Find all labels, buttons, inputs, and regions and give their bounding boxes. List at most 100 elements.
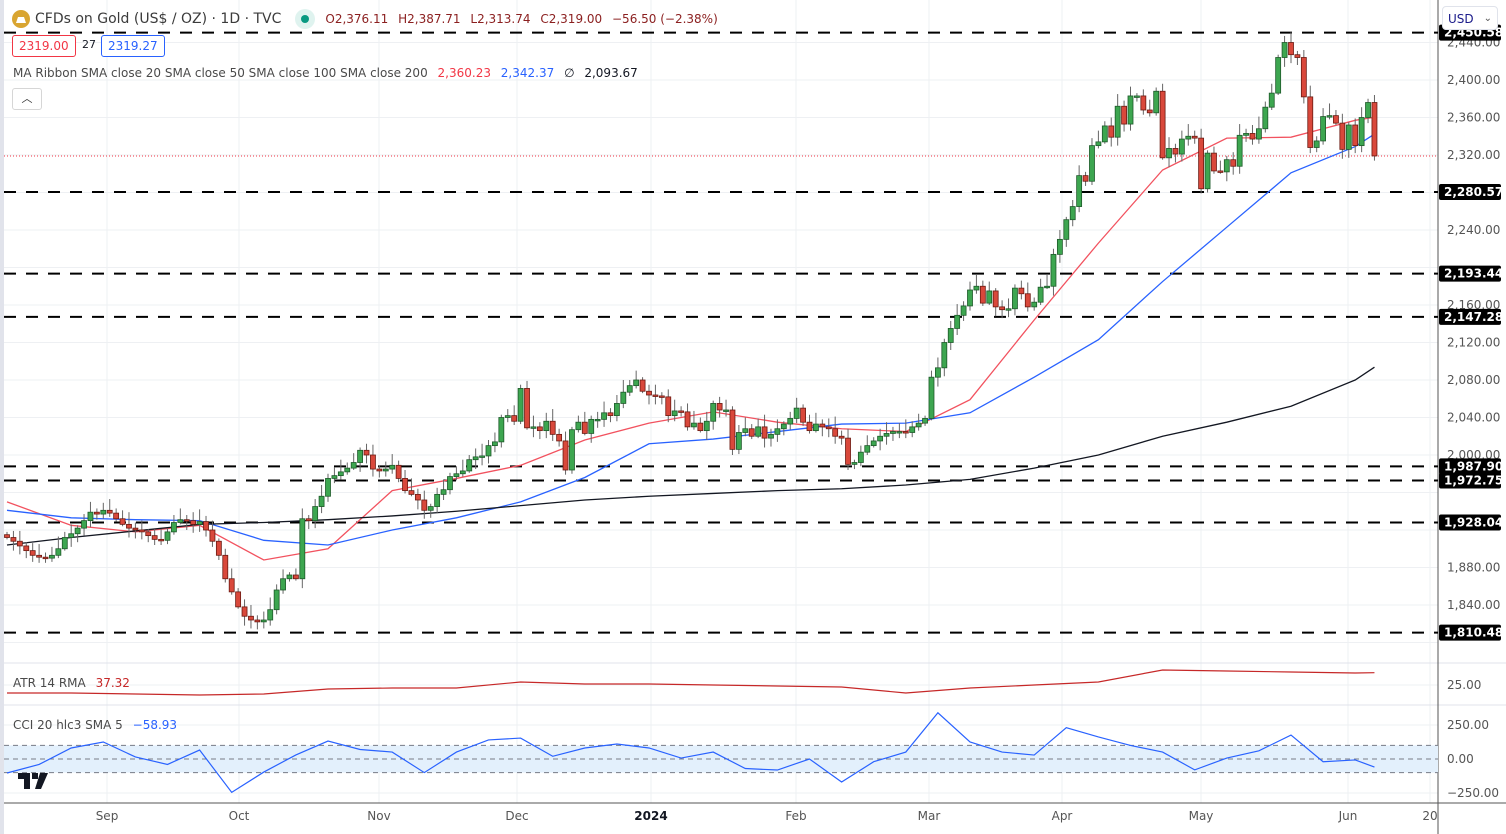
candle: [177, 508, 184, 525]
chevron-down-icon: ⌄: [1483, 13, 1492, 24]
candle-body: [4, 534, 10, 538]
candle-body: [106, 509, 113, 514]
candle: [305, 515, 312, 530]
sell-price-button[interactable]: 2319.00: [12, 35, 76, 57]
level-label-bg: [1439, 265, 1501, 282]
candle-body: [735, 432, 742, 450]
candle: [1063, 216, 1070, 247]
candle-body: [1223, 159, 1230, 173]
candle: [453, 466, 460, 481]
candle: [973, 274, 980, 294]
candle-body: [74, 527, 81, 535]
candle-body: [190, 520, 197, 525]
candle: [935, 357, 941, 387]
candle: [665, 389, 672, 423]
candle: [49, 546, 55, 562]
candle: [857, 445, 864, 467]
collapse-legend-button[interactable]: ︿: [12, 88, 42, 110]
level-label-bg: [1439, 458, 1501, 475]
candle: [485, 440, 492, 464]
candle: [151, 529, 158, 545]
candle-body: [1307, 96, 1314, 148]
candle-body: [1236, 134, 1243, 167]
candle-body: [960, 305, 967, 316]
level-label-bg: [1439, 308, 1501, 325]
level-label-bg: [1439, 624, 1501, 641]
candle: [825, 418, 832, 438]
change-value: −56.50 (−2.38%): [612, 12, 718, 26]
ma-ribbon-legend[interactable]: MA Ribbon SMA close 20 SMA close 50 SMA …: [13, 66, 644, 80]
gold-logo-icon: [12, 10, 30, 28]
candle: [1300, 50, 1307, 104]
candle-body: [851, 462, 858, 465]
candle: [780, 421, 787, 436]
candle-body: [382, 468, 389, 472]
candle-body: [183, 519, 190, 522]
candle: [389, 454, 396, 474]
candle-body: [36, 554, 42, 558]
cci-legend[interactable]: CCI 20 hlc3 SMA 5 −58.93: [13, 718, 183, 732]
candle: [222, 548, 229, 583]
candle: [883, 422, 890, 445]
candle-body: [305, 518, 312, 522]
candle: [607, 408, 614, 423]
candle-body: [1159, 90, 1166, 159]
candle-body: [1358, 117, 1365, 147]
candle-body: [883, 433, 890, 437]
candle-body: [1012, 287, 1018, 310]
candle: [549, 409, 556, 441]
currency-select[interactable]: USD ⌄: [1442, 6, 1498, 30]
candle: [421, 490, 428, 519]
candle: [440, 479, 447, 500]
candle-body: [260, 619, 267, 623]
symbol-title[interactable]: CFDs on Gold (US$ / OZ) · 1D · TVC: [35, 11, 282, 27]
candle: [626, 380, 633, 396]
candle-body: [1320, 116, 1326, 142]
candle-body: [857, 451, 864, 463]
candle-body: [1204, 152, 1211, 190]
candle-body: [601, 412, 607, 420]
candle-body: [691, 422, 697, 428]
candle: [671, 399, 678, 422]
candle: [1076, 165, 1083, 213]
buy-price-button[interactable]: 2319.27: [101, 35, 165, 57]
candle-body: [954, 314, 961, 329]
candle-body: [877, 435, 884, 442]
candle-body: [1198, 137, 1205, 190]
candle-body: [1082, 175, 1089, 182]
candle-body: [1256, 128, 1262, 140]
candle-body: [999, 306, 1005, 311]
candle: [1365, 98, 1371, 124]
candle: [575, 415, 582, 433]
symbol-header: CFDs on Gold (US$ / OZ) · 1D · TVC O2,37…: [12, 9, 724, 29]
candle-body: [1063, 219, 1070, 240]
price-tick-label: 2,040.00: [1447, 411, 1500, 425]
candle-body: [222, 554, 229, 580]
candle: [646, 384, 652, 405]
price-tick-label: 2,080.00: [1447, 373, 1500, 387]
candle: [890, 426, 896, 441]
price-tick-label: 2,400.00: [1447, 73, 1500, 87]
candle-body: [196, 521, 203, 525]
level-label-bg: [1439, 514, 1501, 531]
candle: [331, 467, 338, 484]
ma50-value: 2,342.37: [500, 66, 555, 80]
atr-legend[interactable]: ATR 14 RMA 37.32: [13, 676, 136, 690]
candle: [1352, 118, 1359, 154]
candle-body: [761, 426, 768, 439]
candle-body: [402, 478, 408, 492]
tradingview-logo-icon[interactable]: [18, 773, 48, 789]
candle-body: [87, 511, 94, 522]
candle-body: [941, 342, 948, 369]
candle-body: [504, 415, 511, 418]
price-tick-label: 2,120.00: [1447, 336, 1500, 350]
candle-body: [569, 429, 575, 471]
candle: [620, 380, 627, 409]
candle: [209, 520, 216, 547]
candle-body: [331, 475, 338, 479]
market-status-icon[interactable]: [295, 9, 316, 29]
candle: [273, 584, 280, 615]
candle-body: [652, 394, 659, 397]
time-tick-label: Dec: [505, 809, 528, 823]
